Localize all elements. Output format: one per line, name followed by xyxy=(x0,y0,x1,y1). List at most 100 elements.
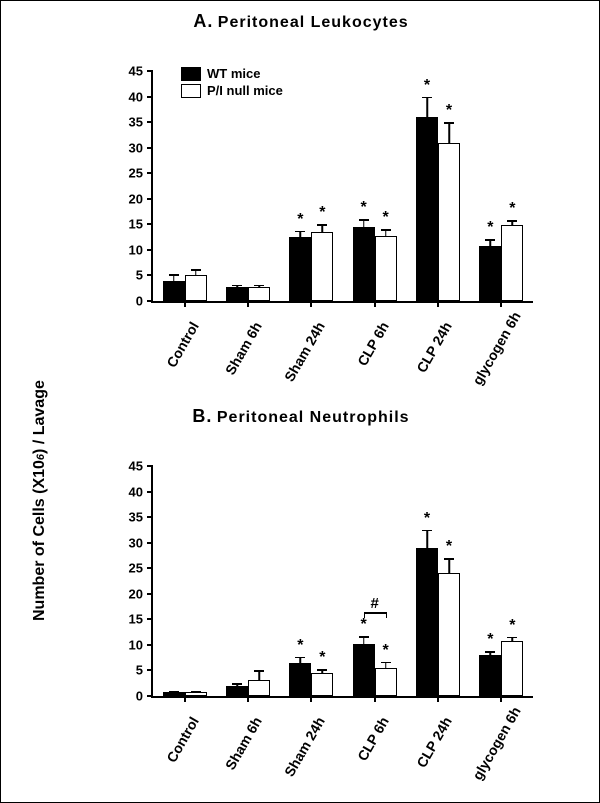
x-tick xyxy=(437,696,439,702)
bar-pi xyxy=(438,143,460,301)
panel-a-plot-area: 051015202530354045ControlSham 6hSham 24h… xyxy=(151,71,533,303)
y-tick-label: 10 xyxy=(129,637,143,652)
ylabel-part2: ) / Lavage xyxy=(31,380,48,454)
legend-item: P/I null mice xyxy=(181,83,283,98)
significance-star: * xyxy=(487,631,493,649)
panel-b-title-text: Peritoneal Neutrophils xyxy=(217,409,410,426)
bar-pi xyxy=(501,641,523,696)
significance-star: * xyxy=(509,617,515,635)
y-tick-label: 0 xyxy=(136,689,143,704)
legend-swatch xyxy=(181,84,201,98)
category-label: Sham 6h xyxy=(216,714,265,783)
y-tick xyxy=(147,147,153,149)
panel-b-title: B. Peritoneal Neutrophils xyxy=(51,406,551,427)
y-tick-label: 35 xyxy=(129,115,143,130)
error-cap xyxy=(422,97,432,99)
y-tick xyxy=(147,249,153,251)
significance-star: * xyxy=(487,219,493,237)
figure-page: { "panelA": { "letter": "A.", "title": "… xyxy=(0,0,600,803)
y-tick-label: 45 xyxy=(129,64,143,79)
bar-pi xyxy=(375,236,397,301)
y-tick-label: 5 xyxy=(136,663,143,678)
ylabel-part1: Number of Cells (X10 xyxy=(31,460,48,621)
x-tick xyxy=(247,696,249,702)
bar-wt xyxy=(479,246,501,301)
legend-label: WT mice xyxy=(207,66,260,81)
panel-a-title: A. Peritoneal Leukocytes xyxy=(51,11,551,32)
bar-pi xyxy=(311,232,333,301)
y-tick xyxy=(147,70,153,72)
y-tick-label: 35 xyxy=(129,510,143,525)
y-tick xyxy=(147,300,153,302)
hash-bracket xyxy=(153,466,533,696)
error-cap xyxy=(444,122,454,124)
y-tick-label: 20 xyxy=(129,586,143,601)
category-label: Control xyxy=(153,319,202,388)
panel-a-letter: A. xyxy=(193,11,213,31)
panel-b-letter: B. xyxy=(192,406,212,426)
x-tick xyxy=(374,696,376,702)
error-cap xyxy=(422,530,432,532)
y-tick-label: 5 xyxy=(136,268,143,283)
error-bar xyxy=(426,97,428,117)
bar-wt xyxy=(226,287,248,301)
y-tick-label: 15 xyxy=(129,217,143,232)
category-label: Sham 6h xyxy=(216,319,265,388)
legend-swatch xyxy=(181,67,201,81)
y-tick-label: 25 xyxy=(129,166,143,181)
bar-pi xyxy=(438,573,460,696)
error-bar xyxy=(448,558,450,573)
x-tick xyxy=(500,301,502,307)
significance-star: * xyxy=(297,211,303,229)
significance-star: * xyxy=(424,77,430,95)
category-label: Sham 24h xyxy=(279,714,328,783)
bar-wt xyxy=(416,548,438,696)
bar-wt xyxy=(479,655,501,696)
y-tick-label: 30 xyxy=(129,535,143,550)
x-tick xyxy=(437,301,439,307)
y-tick-label: 15 xyxy=(129,612,143,627)
error-bar xyxy=(426,530,428,548)
y-tick xyxy=(147,121,153,123)
x-tick xyxy=(500,696,502,702)
y-tick-label: 25 xyxy=(129,561,143,576)
error-cap xyxy=(444,558,454,560)
category-label: CLP 24h xyxy=(406,714,455,783)
category-label: CLP 6h xyxy=(343,714,392,783)
legend-item: WT mice xyxy=(181,66,283,81)
error-cap xyxy=(254,285,264,287)
bar-wt xyxy=(289,237,311,301)
significance-star: * xyxy=(446,538,452,556)
category-label: glycogen 6h xyxy=(469,319,518,388)
y-tick xyxy=(147,198,153,200)
x-tick xyxy=(247,301,249,307)
category-label: CLP 6h xyxy=(343,319,392,388)
panel-b-plot-area: 051015202530354045ControlSham 6hSham 24h… xyxy=(151,466,533,698)
significance-star: * xyxy=(424,510,430,528)
y-axis-label: Number of Cells (X106) / Lavage xyxy=(31,380,49,621)
category-label: glycogen 6h xyxy=(469,714,518,783)
y-tick-label: 30 xyxy=(129,140,143,155)
panel-a: A. Peritoneal Leukocytes 051015202530354… xyxy=(51,11,551,401)
bar-wt xyxy=(353,227,375,301)
y-tick-label: 45 xyxy=(129,459,143,474)
bar-pi xyxy=(248,287,270,301)
y-tick-label: 10 xyxy=(129,242,143,257)
x-tick xyxy=(184,301,186,307)
category-label: Control xyxy=(153,714,202,783)
significance-star: * xyxy=(361,199,367,217)
error-bar xyxy=(448,122,450,142)
significance-star: * xyxy=(446,102,452,120)
significance-star: * xyxy=(319,204,325,222)
bar-wt xyxy=(163,281,185,301)
error-cap xyxy=(295,231,305,233)
hash-symbol: # xyxy=(370,595,378,612)
error-cap xyxy=(232,285,242,287)
y-tick xyxy=(147,96,153,98)
x-tick xyxy=(184,696,186,702)
y-tick xyxy=(147,274,153,276)
error-cap xyxy=(507,637,517,639)
error-cap xyxy=(169,274,179,276)
error-cap xyxy=(317,224,327,226)
category-label: CLP 24h xyxy=(406,319,455,388)
